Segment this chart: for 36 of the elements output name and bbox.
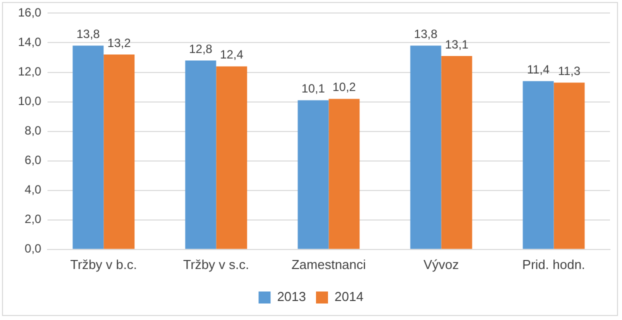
data-label: 13,1	[445, 37, 469, 52]
data-label: 10,1	[302, 82, 326, 96]
bar	[216, 66, 248, 249]
y-tick-label: 16,0	[18, 6, 42, 20]
data-label: 11,4	[527, 62, 550, 76]
y-tick-label: 8,0	[24, 124, 42, 138]
x-tick-label: Tržby v b.c.	[70, 256, 137, 272]
bar	[522, 81, 554, 249]
x-tick-label: Vývoz	[424, 256, 459, 272]
data-label: 12,8	[188, 42, 213, 56]
y-tick-label: 2,0	[24, 212, 42, 226]
x-tick-label: Zamestnanci	[291, 256, 366, 272]
data-label: 13,8	[414, 26, 438, 41]
data-label: 13,2	[107, 36, 132, 50]
y-tick-label: 12,0	[18, 64, 42, 79]
bar	[554, 82, 585, 249]
legend-label: 2014	[334, 289, 364, 304]
y-tick-label: 6,0	[24, 153, 42, 168]
legend-label: 2013	[277, 289, 306, 304]
x-tick-label: Prid. hodn.	[522, 256, 586, 272]
y-tick-label: 4,0	[24, 182, 42, 197]
data-label: 13,8	[76, 26, 100, 41]
y-tick-label: 0,0	[24, 242, 42, 256]
bar	[328, 98, 360, 249]
data-label: 10,2	[332, 80, 356, 94]
y-tick-label: 10,0	[18, 94, 42, 108]
bar	[410, 46, 442, 249]
bar	[298, 100, 329, 249]
bar	[104, 54, 135, 249]
bar	[441, 56, 472, 249]
x-tick-label: Tržby v s.c.	[183, 256, 250, 272]
data-label: 11,3	[558, 64, 581, 78]
bar	[185, 60, 216, 249]
y-tick-label: 14,0	[18, 35, 42, 50]
data-label: 12,4	[220, 48, 244, 62]
bar	[72, 46, 104, 249]
